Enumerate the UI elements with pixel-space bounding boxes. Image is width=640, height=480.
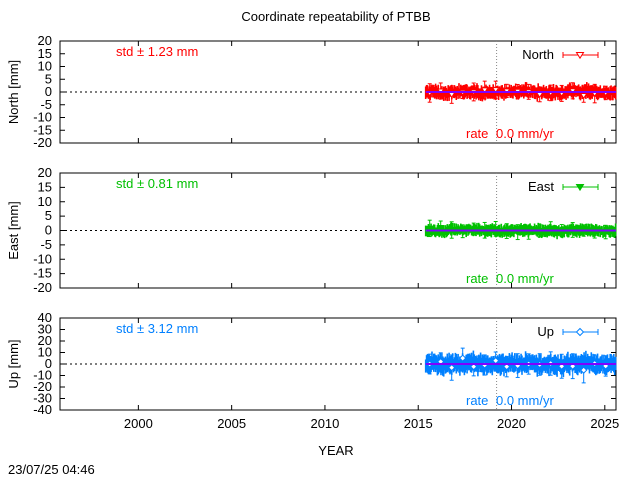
up-marker xyxy=(447,363,456,372)
north-y-tick-label: 10 xyxy=(38,59,52,74)
up-marker xyxy=(502,362,511,371)
north-y-tick-label: -5 xyxy=(40,97,52,112)
north-marker xyxy=(491,87,500,94)
x-axis-label: YEAR xyxy=(318,443,353,458)
north-y-tick-label: 20 xyxy=(38,33,52,48)
east-y-tick-label: -10 xyxy=(33,251,52,266)
north-y-tick-label: -20 xyxy=(33,135,52,150)
north-y-axis-label: North [mm] xyxy=(6,60,21,124)
up-y-tick-label: 30 xyxy=(38,322,52,337)
north-y-tick-label: -10 xyxy=(33,110,52,125)
north-rate-value: 0.0 mm/yr xyxy=(496,126,554,141)
up-y-axis-label: Up [mm] xyxy=(6,339,21,388)
east-rate-value: 0.0 mm/yr xyxy=(496,271,554,286)
up-marker xyxy=(575,327,585,337)
north-marker xyxy=(575,52,585,60)
east-y-tick-label: 20 xyxy=(38,165,52,180)
up-marker xyxy=(458,354,467,362)
east-y-tick-label: -20 xyxy=(33,280,52,295)
up-y-tick-label: -10 xyxy=(33,368,52,383)
east-y-tick-label: 0 xyxy=(45,223,52,238)
up-y-tick-label: 10 xyxy=(38,345,52,360)
north-y-tick-label: 0 xyxy=(45,84,52,99)
up-y-tick-label: -20 xyxy=(33,379,52,394)
up-y-tick-label: 40 xyxy=(38,310,52,325)
x-tick-label: 2020 xyxy=(497,416,526,431)
north-y-tick-label: -15 xyxy=(33,122,52,137)
x-tick-label: 2025 xyxy=(590,416,619,431)
east-marker xyxy=(546,225,555,232)
east-y-tick-label: 15 xyxy=(38,179,52,194)
up-y-tick-label: 0 xyxy=(45,356,52,371)
north-y-tick-label: 15 xyxy=(38,46,52,61)
chart-title: Coordinate repeatability of PTBB xyxy=(241,9,430,24)
up-legend-label: Up xyxy=(537,324,554,339)
x-tick-label: 2000 xyxy=(124,416,153,431)
x-tick-label: 2010 xyxy=(310,416,339,431)
north-marker xyxy=(579,92,588,100)
north-rate-label: rate xyxy=(466,126,488,141)
east-y-tick-label: -5 xyxy=(40,237,52,252)
east-marker xyxy=(425,225,434,233)
up-rate-value: 0.0 mm/yr xyxy=(496,393,554,408)
east-y-tick-label: -15 xyxy=(33,266,52,281)
up-rate-label: rate xyxy=(466,393,488,408)
north-legend-label: North xyxy=(522,47,554,62)
up-std-label: std ± 3.12 mm xyxy=(116,321,198,336)
x-tick-label: 2015 xyxy=(404,416,433,431)
up-observations xyxy=(424,347,617,384)
x-tick-label: 2005 xyxy=(217,416,246,431)
east-legend-label: East xyxy=(528,179,554,194)
east-marker xyxy=(469,226,478,233)
north-marker xyxy=(480,87,489,94)
north-std-label: std ± 1.23 mm xyxy=(116,44,198,59)
east-marker xyxy=(436,225,445,232)
east-y-tick-label: 5 xyxy=(45,208,52,223)
north-y-tick-label: 5 xyxy=(45,71,52,86)
east-marker xyxy=(575,184,585,192)
east-marker xyxy=(491,226,500,233)
east-std-label: std ± 0.81 mm xyxy=(116,176,198,191)
east-rate-label: rate xyxy=(466,271,488,286)
up-marker xyxy=(579,366,588,374)
timestamp: 23/07/25 04:46 xyxy=(8,462,95,477)
up-y-tick-label: -30 xyxy=(33,391,52,406)
up-y-tick-label: -40 xyxy=(33,402,52,417)
up-marker xyxy=(469,362,478,371)
east-y-tick-label: 10 xyxy=(38,194,52,209)
up-y-tick-label: 20 xyxy=(38,333,52,348)
east-y-axis-label: East [mm] xyxy=(6,201,21,260)
